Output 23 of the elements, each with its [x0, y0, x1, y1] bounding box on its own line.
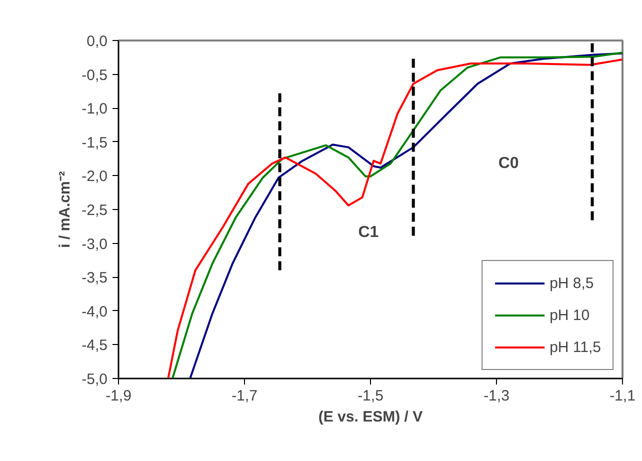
legend-label: pH 10: [550, 306, 590, 324]
y-tick-label: -2,5: [82, 202, 108, 219]
x-tick-label: -1,9: [106, 388, 132, 404]
x-tick-label: -1,1: [610, 388, 636, 404]
y-axis-title: i / mA.cm⁻²: [56, 171, 74, 248]
legend-label: pH 8,5: [550, 274, 594, 292]
y-tick-label: -0,5: [82, 66, 108, 84]
x-tick-label: -1,7: [232, 388, 258, 404]
x-axis-title: (E vs. ESM) / V: [318, 408, 423, 426]
annotation: C0: [498, 155, 519, 172]
y-tick-label: -2,0: [82, 168, 108, 186]
x-tick-label: -1,3: [484, 388, 510, 404]
annotation: C1: [358, 224, 379, 241]
legend-label: pH 11,5: [550, 338, 601, 356]
y-tick-label: -5,0: [82, 371, 108, 388]
y-tick-label: -1,0: [82, 100, 108, 118]
y-tick-label: -4,5: [82, 337, 108, 354]
y-tick-label: -3,0: [82, 236, 108, 253]
x-tick-label: -1,5: [358, 388, 384, 404]
y-tick-label: -4,0: [82, 303, 108, 320]
y-tick-label: -3,5: [82, 270, 108, 287]
y-tick-label: -1,5: [82, 134, 108, 152]
y-tick-label: 0,0: [86, 33, 108, 50]
